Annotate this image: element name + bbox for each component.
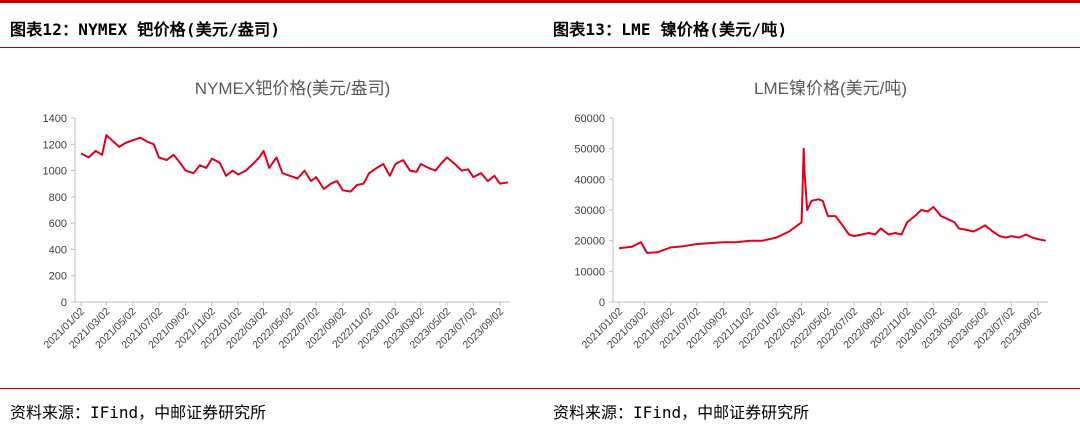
chart-12-header: 图表12：NYMEX 钯价格(美元/盎司) xyxy=(10,20,281,39)
y-tick-label: 400 xyxy=(49,244,67,256)
price-series-line xyxy=(80,134,508,193)
y-tick-label: 200 xyxy=(49,271,67,283)
chart-title: LME镍价格(美元/吨) xyxy=(754,79,907,98)
y-tick-label: 0 xyxy=(599,297,605,309)
y-tick-label: 1000 xyxy=(43,166,67,178)
top-accent-line xyxy=(0,0,1080,3)
source-note-right: 资料来源：IFind，中邮证券研究所 xyxy=(553,403,810,422)
y-tick-label: 10000 xyxy=(574,266,605,278)
y-tick-label: 1400 xyxy=(43,113,67,125)
footer-divider xyxy=(0,388,1080,389)
y-tick-label: 800 xyxy=(49,192,67,204)
y-tick-label: 20000 xyxy=(574,236,605,248)
nickel-price-chart: LME镍价格(美元/吨) 0 10000 20000 30000 40000 50000 60… xyxy=(574,79,1048,351)
y-tick-label: 600 xyxy=(49,218,67,230)
chart-title: NYMEX钯价格(美元/盎司) xyxy=(195,79,391,98)
palladium-price-chart: NYMEX钯价格(美元/盎司) 0 200 400 600 800 1000 1200 1400… xyxy=(41,79,510,351)
y-tick-label: 50000 xyxy=(574,144,605,156)
y-tick-label: 60000 xyxy=(574,113,605,125)
chart-13-header: 图表13：LME 镍价格(美元/吨) xyxy=(553,20,788,39)
header-divider xyxy=(0,47,1080,48)
source-note-left: 资料来源：IFind，中邮证券研究所 xyxy=(10,403,267,422)
y-tick-label: 1200 xyxy=(43,139,67,151)
y-tick-label: 30000 xyxy=(574,205,605,217)
price-series-line xyxy=(618,147,1047,254)
y-tick-label: 40000 xyxy=(574,174,605,186)
y-tick-label: 0 xyxy=(61,297,67,309)
